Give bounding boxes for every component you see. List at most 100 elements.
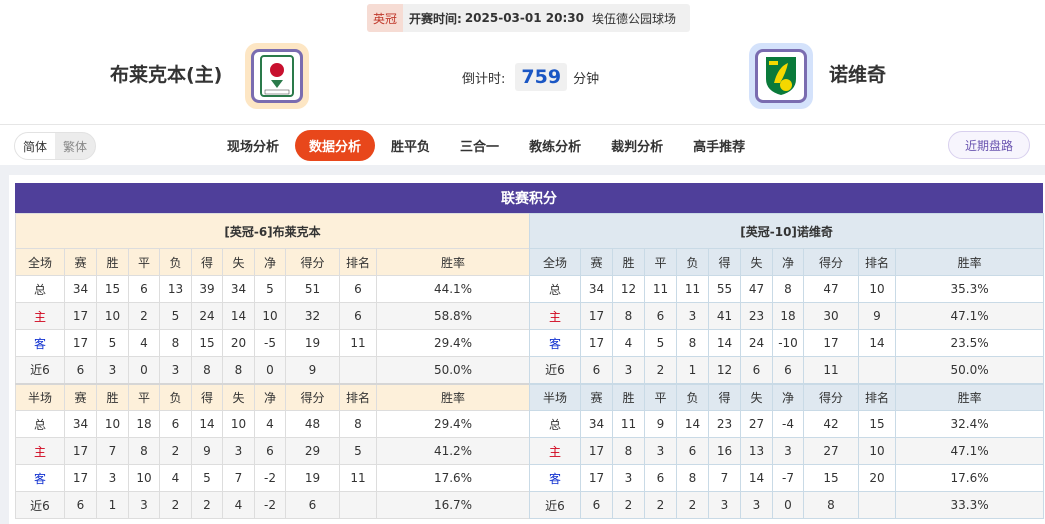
lang-traditional[interactable]: 繁体: [62, 139, 87, 154]
stat-cell: 17: [64, 329, 97, 357]
section-label: 全场: [15, 248, 65, 276]
stat-cell: 6: [64, 491, 97, 519]
stat-cell: 11: [339, 464, 377, 492]
stat-cell: 42: [803, 410, 859, 438]
stat-cell: 11: [612, 410, 645, 438]
stat-cell: 50.0%: [894, 356, 1045, 384]
tab-1[interactable]: 数据分析: [295, 130, 376, 161]
language-switch[interactable]: 简体 繁体: [14, 132, 96, 160]
column-header: 平: [128, 382, 160, 411]
tab-4[interactable]: 教练分析: [529, 140, 582, 155]
standings-title: 联赛积分: [15, 183, 1043, 213]
stat-cell: 47.1%: [894, 437, 1045, 465]
stat-cell: 6: [580, 491, 613, 519]
stat-cell: 17: [64, 437, 97, 465]
home-standings-table: [英冠-6]布莱克本 全场赛胜平负得失净得分 排名 胜率总 34 15 6 13 39 34 5 51…: [14, 213, 531, 519]
stat-cell: 2: [159, 437, 192, 465]
stat-cell: 11: [339, 329, 377, 357]
stat-cell: 17: [580, 464, 613, 492]
stat-cell: 29.4%: [375, 410, 531, 438]
stat-cell: 1: [676, 356, 709, 384]
table-row: 主 17 8 3 6 16 13 3 27 10 47.1%: [529, 437, 1045, 465]
lang-simplified[interactable]: 简体: [15, 133, 55, 159]
stat-cell: 29: [285, 437, 340, 465]
stat-cell: 20: [858, 464, 896, 492]
stat-cell: 6: [676, 437, 709, 465]
stat-cell: 4: [254, 410, 286, 438]
home-team-logo[interactable]: [245, 43, 309, 109]
stat-cell: 15: [96, 275, 129, 303]
stat-cell: 10: [858, 437, 896, 465]
stat-cell: 4: [612, 329, 645, 357]
stat-cell: 5: [96, 329, 129, 357]
stat-cell: -10: [772, 329, 804, 357]
column-header: 得分: [285, 382, 340, 411]
stat-cell: 11: [644, 275, 677, 303]
away-team-name[interactable]: 诺维奇: [829, 64, 887, 86]
stat-cell: 27: [803, 437, 859, 465]
table-row: 主 17 7 8 2 9 3 6 29 5 41.2%: [15, 437, 531, 465]
row-label: 总: [529, 275, 581, 303]
stat-cell: 48: [285, 410, 340, 438]
stat-cell: 10: [128, 464, 160, 492]
stat-cell: 3: [128, 491, 160, 519]
stat-cell: 5: [644, 329, 677, 357]
stat-cell: 32: [285, 302, 340, 330]
stat-cell: 14: [740, 464, 773, 492]
column-header: 胜率: [894, 248, 1045, 276]
tab-2[interactable]: 胜平负: [391, 140, 431, 155]
stat-cell: 17: [803, 329, 859, 357]
stat-cell: 4: [128, 329, 160, 357]
row-label: 主: [15, 437, 65, 465]
stat-cell: 9: [858, 302, 896, 330]
away-team-logo[interactable]: [749, 43, 813, 109]
league-badge[interactable]: 英冠: [367, 4, 404, 32]
home-team-name[interactable]: 布莱克本(主): [110, 64, 223, 86]
venue: 埃伍德公园球场: [591, 11, 676, 26]
stat-cell: 3: [96, 356, 129, 384]
column-header: 得分: [285, 248, 340, 276]
column-header: 平: [128, 248, 160, 276]
stat-cell: 3: [772, 437, 804, 465]
table-row: 客 17 4 5 8 14 24 -10 17 14 23.5%: [529, 329, 1045, 357]
stat-cell: 34: [580, 410, 613, 438]
tab-3[interactable]: 三合一: [460, 140, 500, 155]
stat-cell: 3: [612, 356, 645, 384]
row-label: 近6: [529, 356, 581, 384]
norwich-crest-icon: [766, 57, 796, 95]
stat-cell: -5: [254, 329, 286, 357]
column-header: 排名: [339, 248, 377, 276]
column-header: 胜: [96, 248, 129, 276]
stat-cell: 8: [612, 302, 645, 330]
column-header: 赛: [64, 382, 97, 411]
stat-cell: [858, 491, 896, 519]
tab-0[interactable]: 现场分析: [227, 140, 280, 155]
stat-cell: 41: [708, 302, 741, 330]
stat-cell: 4: [159, 464, 192, 492]
column-header: 得: [191, 382, 223, 411]
stat-cell: 27: [740, 410, 773, 438]
row-label: 主: [15, 302, 65, 330]
stat-cell: 6: [339, 302, 377, 330]
recent-odds-button[interactable]: 近期盘路: [948, 131, 1030, 159]
stat-cell: 0: [254, 356, 286, 384]
stat-cell: 14: [676, 410, 709, 438]
row-label: 客: [529, 464, 581, 492]
stat-cell: 8: [803, 491, 859, 519]
tab-5[interactable]: 裁判分析: [611, 140, 664, 155]
column-header: 排名: [858, 248, 896, 276]
stat-cell: 34: [222, 275, 255, 303]
stat-cell: 3: [159, 356, 192, 384]
tab-6[interactable]: 高手推荐: [693, 140, 746, 155]
stat-cell: 11: [676, 275, 709, 303]
stat-cell: 5: [339, 437, 377, 465]
nav-bar: 简体 繁体 现场分析 数据分析 胜平负 三合一 教练分析 裁判分析 高手推荐 近期盘路: [0, 124, 1045, 165]
column-header: 净: [772, 248, 804, 276]
stat-cell: 9: [644, 410, 677, 438]
stat-cell: 17.6%: [894, 464, 1045, 492]
stat-cell: 11: [803, 356, 859, 384]
column-header: 赛: [580, 248, 613, 276]
table-row: 总 34 11 9 14 23 27 -4 42 15 32.4%: [529, 410, 1045, 438]
stat-cell: 20: [222, 329, 255, 357]
section-label: 半场: [529, 382, 581, 411]
